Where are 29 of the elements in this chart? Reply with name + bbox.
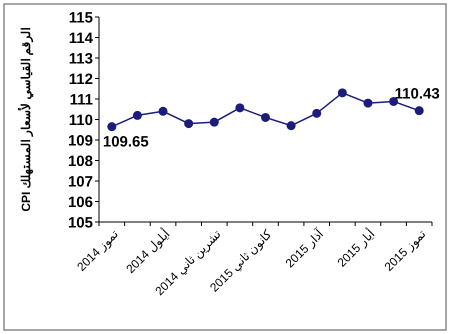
- y-tick-label: 112: [68, 70, 93, 88]
- point: [363, 98, 372, 108]
- x-tick-label: أيلول 2014: [122, 226, 172, 276]
- point: [107, 122, 116, 132]
- y-tick-label: 111: [70, 91, 93, 108]
- point: [132, 110, 142, 120]
- x-tick-label: آذار 2015: [282, 226, 327, 270]
- y-tick-label: 113: [68, 50, 93, 68]
- point: [312, 108, 322, 118]
- point: [261, 112, 270, 122]
- y-tick-label: 109: [68, 132, 93, 150]
- annotation: 110.43: [394, 86, 440, 103]
- x-tick-label: أيار 2015: [334, 226, 378, 270]
- y-tick-label: 114: [68, 30, 94, 47]
- y-axis-title: الرقم القياسي لأسعار المستهلك CPI: [18, 27, 34, 212]
- x-tick-label: تموز 2015: [382, 227, 428, 274]
- point: [338, 88, 347, 98]
- annotation: 109.65: [102, 134, 149, 151]
- point: [235, 103, 244, 112]
- y-tick-label: 110: [68, 112, 93, 129]
- point: [158, 106, 168, 116]
- y-tick-label: 106: [68, 194, 93, 211]
- point: [184, 119, 194, 128]
- point: [286, 121, 296, 130]
- point: [210, 118, 219, 127]
- point: [414, 106, 424, 116]
- y-tick-label: 115: [68, 9, 93, 26]
- y-tick-label: 107: [68, 173, 93, 190]
- y-tick-label: 108: [68, 152, 93, 170]
